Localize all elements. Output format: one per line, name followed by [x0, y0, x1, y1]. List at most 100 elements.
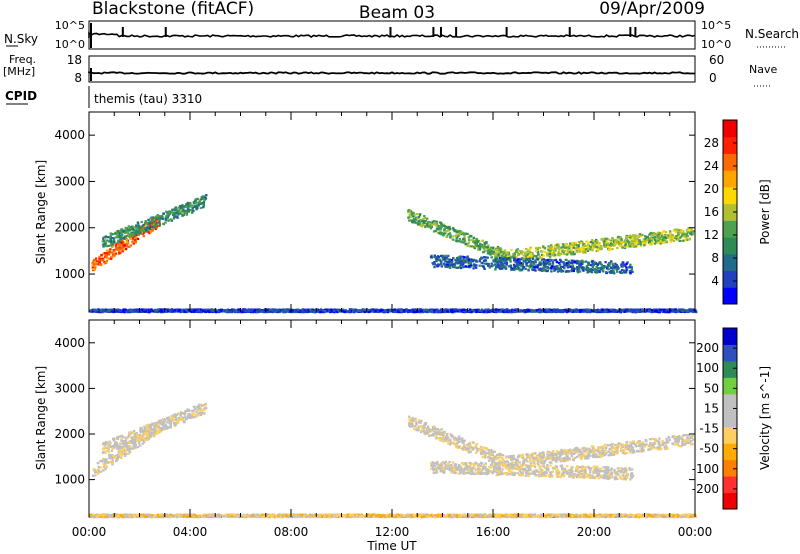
- range-cell: [544, 310, 548, 313]
- range-cell: [458, 265, 462, 268]
- range-cell: [133, 444, 136, 447]
- range-cell: [603, 242, 606, 245]
- range-cell: [550, 252, 553, 255]
- range-cell: [123, 242, 126, 245]
- range-cell: [672, 310, 676, 313]
- range-cell: [560, 260, 563, 263]
- range-cell: [170, 210, 173, 213]
- y-tick-label: 2000: [54, 221, 85, 235]
- range-cell: [630, 266, 633, 269]
- power-colorbar-label: Power [dB]: [758, 179, 772, 244]
- range-cell: [92, 258, 96, 262]
- range-cell: [639, 244, 643, 247]
- range-cell: [626, 239, 629, 242]
- range-cell: [488, 251, 492, 254]
- range-cell: [536, 251, 540, 254]
- range-cell: [447, 254, 450, 257]
- range-cell: [662, 238, 665, 241]
- range-cell: [103, 262, 107, 265]
- range-cell: [505, 263, 508, 266]
- range-cell: [636, 240, 639, 243]
- range-cell: [516, 261, 519, 264]
- range-cell: [607, 263, 610, 266]
- range-cell: [114, 232, 117, 235]
- range-cell: [614, 266, 617, 269]
- range-cell: [189, 205, 192, 208]
- range-cell: [536, 266, 539, 269]
- range-cell: [570, 248, 573, 251]
- range-cell: [148, 225, 152, 228]
- range-cell: [521, 251, 524, 254]
- range-cell: [538, 255, 542, 259]
- range-cell: [103, 260, 106, 263]
- range-cell: [93, 263, 96, 266]
- range-cell: [448, 226, 451, 229]
- range-cell: [454, 234, 458, 237]
- range-cell: [646, 309, 649, 312]
- range-cell: [635, 308, 639, 311]
- range-cell: [98, 260, 101, 263]
- range-cell: [109, 240, 112, 243]
- range-cell: [581, 259, 584, 262]
- range-cell: [565, 253, 568, 256]
- range-cell: [450, 260, 453, 264]
- range-cell: [526, 250, 529, 253]
- range-cell: [525, 255, 528, 258]
- range-cell: [333, 309, 336, 312]
- range-cell: [307, 310, 310, 313]
- range-cell: [675, 238, 679, 241]
- range-cell: [263, 310, 267, 314]
- range-cell: [144, 438, 147, 441]
- range-cell: [444, 254, 447, 257]
- range-cell: [604, 261, 607, 264]
- range-cell: [238, 310, 241, 313]
- range-cell: [134, 444, 137, 447]
- range-cell: [523, 259, 527, 262]
- range-cell: [620, 265, 623, 268]
- range-cell: [145, 428, 148, 431]
- range-cell: [458, 233, 461, 236]
- range-cell: [497, 248, 500, 251]
- range-cell: [678, 239, 681, 242]
- range-cell: [555, 309, 558, 312]
- range-cell: [542, 268, 545, 272]
- range-cell: [688, 309, 692, 312]
- range-cell: [116, 246, 119, 249]
- range-cell: [492, 264, 495, 267]
- range-cell: [482, 250, 486, 253]
- range-cell: [661, 234, 664, 237]
- range-cell: [571, 261, 574, 264]
- range-cell: [199, 310, 202, 314]
- range-cell: [685, 235, 688, 238]
- range-cell: [520, 309, 523, 312]
- range-cell: [662, 230, 666, 233]
- range-cell: [429, 308, 432, 311]
- range-cell: [570, 250, 573, 253]
- range-cell: [153, 226, 157, 229]
- range-cell: [614, 310, 617, 313]
- range-cell: [600, 238, 603, 241]
- range-cell: [471, 309, 474, 312]
- range-cell: [577, 309, 580, 312]
- range-cell: [136, 221, 140, 224]
- range-cell: [664, 231, 667, 234]
- range-cell: [546, 265, 549, 269]
- range-cell: [467, 236, 471, 239]
- range-cell: [164, 310, 167, 313]
- range-cell: [609, 308, 613, 311]
- range-cell: [540, 253, 544, 256]
- range-cell: [587, 248, 590, 251]
- range-cell: [143, 308, 146, 311]
- range-cell: [463, 240, 466, 243]
- range-cell: [433, 221, 436, 224]
- range-cell: [580, 261, 583, 264]
- range-cell: [99, 459, 102, 463]
- range-cell: [180, 310, 183, 313]
- range-cell: [686, 230, 689, 234]
- range-cell: [610, 271, 613, 274]
- range-cell: [143, 437, 147, 440]
- range-cell: [185, 209, 188, 213]
- freq-start-spike: [90, 68, 92, 81]
- range-cell: [496, 258, 499, 261]
- range-cell: [330, 308, 333, 311]
